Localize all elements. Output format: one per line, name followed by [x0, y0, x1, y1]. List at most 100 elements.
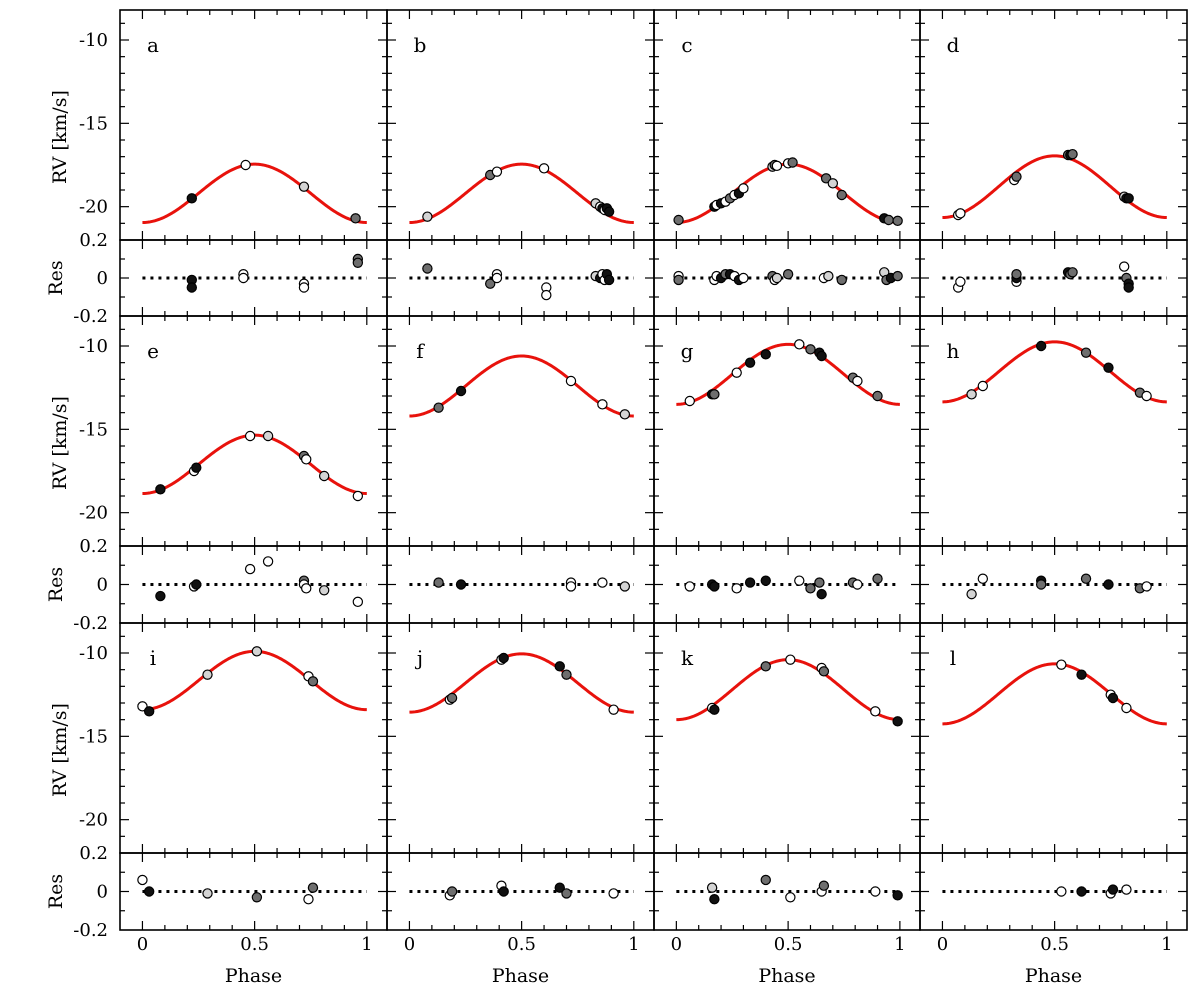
rv-point-j-3 [498, 652, 509, 664]
residual-point-k-2 [760, 874, 771, 886]
rv-point-e-2 [191, 462, 202, 473]
rv-point-j-4 [554, 661, 565, 672]
residual-point-l-4 [1121, 884, 1132, 895]
rv-point-c-16 [836, 189, 847, 201]
model-curve-b [409, 162, 634, 224]
rv-frame-g [653, 315, 921, 547]
residual-point-g-8 [814, 577, 825, 588]
residual-point-c-15 [823, 270, 834, 282]
xtick-label-l-2: 1 [1161, 934, 1172, 955]
panel-label-j: j [415, 646, 423, 670]
rv-point-a-0 [186, 193, 197, 204]
rv-point-k-3 [785, 654, 796, 665]
residual-point-j-1 [446, 886, 458, 897]
residual-point-f-3 [565, 581, 577, 592]
ticks-f [387, 316, 654, 623]
residual-point-k-3 [785, 892, 796, 903]
ticks-j [387, 623, 654, 930]
rv-axis-title-r3: RV [km/s] [49, 703, 71, 797]
rv-point-i-5 [307, 676, 319, 687]
rv-point-g-7 [805, 344, 816, 355]
residual-point-c-16 [836, 274, 847, 286]
rv-point-g-9 [816, 350, 827, 362]
rv-point-i-2 [202, 669, 213, 680]
residual-point-h-3 [1035, 579, 1047, 590]
panel-label-c: c [681, 33, 692, 57]
rv-point-d-3 [1011, 171, 1022, 182]
residual-point-e-0 [155, 590, 166, 602]
residual-point-b-0 [422, 263, 433, 274]
rv-point-b-9 [603, 206, 615, 217]
xtick-label-i-1: 0.5 [240, 934, 269, 955]
residual-point-h-4 [1080, 573, 1092, 584]
rv-point-k-2 [760, 661, 771, 672]
rv-point-h-6 [1141, 390, 1152, 402]
rv-point-g-12 [872, 390, 883, 402]
panel-d [919, 9, 1188, 317]
xtick-label-l-1: 0.5 [1040, 934, 1069, 955]
residual-point-c-12 [771, 272, 783, 284]
ticks-e [120, 316, 387, 623]
panel-g [653, 315, 921, 624]
residual-point-k-1 [709, 894, 720, 905]
rv-axis-title-r2: RV [km/s] [49, 396, 71, 490]
rv-point-g-6 [794, 339, 805, 350]
rv-point-k-5 [818, 666, 830, 677]
rv-frame-b [386, 9, 655, 241]
rv-point-d-1 [955, 208, 966, 219]
res-ytick-label-r1-0: 0.2 [79, 230, 108, 251]
residual-point-f-5 [619, 581, 631, 592]
rv-frame-c [653, 9, 921, 241]
rv-point-k-7 [892, 716, 903, 727]
rv-point-d-6 [1067, 148, 1078, 160]
rv-point-g-0 [684, 395, 695, 407]
residual-point-k-6 [870, 886, 881, 897]
residual-point-g-12 [872, 573, 883, 584]
residual-point-l-0 [1056, 886, 1067, 897]
model-curve-i [142, 649, 367, 712]
res-ytick-label-r3-0: 0.2 [79, 843, 108, 864]
rv-point-a-1 [240, 159, 251, 171]
res-ytick-label-r3-1: 0 [97, 882, 108, 903]
residual-point-a-1 [186, 282, 197, 293]
rv-point-l-0 [1056, 659, 1067, 670]
panel-label-h: h [947, 339, 960, 363]
residual-point-e-4 [262, 556, 274, 567]
rv-point-l-1 [1076, 669, 1087, 680]
rv-point-i-1 [143, 706, 155, 717]
panel-b [386, 9, 655, 317]
residual-point-g-9 [816, 588, 827, 600]
residual-point-g-2 [709, 581, 720, 592]
residual-point-a-5 [298, 282, 310, 293]
residual-point-f-1 [455, 579, 467, 590]
residual-point-i-3 [251, 892, 263, 903]
rv-point-f-4 [619, 409, 631, 420]
panel-a [119, 9, 388, 317]
rv-point-l-3 [1107, 692, 1119, 704]
res-ytick-label-r2-0: 0.2 [79, 536, 108, 557]
residual-point-a-3 [238, 272, 249, 284]
rv-ytick-label-r3-2: -20 [79, 810, 108, 831]
panel-label-g: g [681, 339, 694, 363]
rv-frame-d [919, 9, 1188, 241]
panel-label-d: d [947, 33, 960, 57]
residual-point-g-6 [794, 575, 805, 586]
residual-point-e-2 [191, 579, 202, 590]
rv-point-l-4 [1121, 702, 1132, 714]
residual-point-b-11 [603, 274, 615, 286]
res-axis-title-r1: Res [45, 260, 67, 295]
residual-point-g-7 [805, 583, 816, 594]
model-curve-d [942, 154, 1167, 219]
panel-l [919, 622, 1188, 931]
xtick-label-j-1: 0.5 [507, 934, 536, 955]
rv-point-a-2 [298, 181, 310, 192]
residual-point-i-4 [303, 894, 314, 905]
rv-ytick-label-r1-0: -10 [79, 30, 108, 51]
panel-label-e: e [147, 339, 159, 363]
residual-point-h-0 [966, 588, 977, 600]
model-curve-e [142, 433, 367, 495]
rv-point-c-11 [771, 160, 783, 172]
residual-point-e-3 [244, 563, 256, 575]
residual-point-d-7 [1067, 267, 1078, 278]
rv-frame-i [119, 622, 388, 854]
